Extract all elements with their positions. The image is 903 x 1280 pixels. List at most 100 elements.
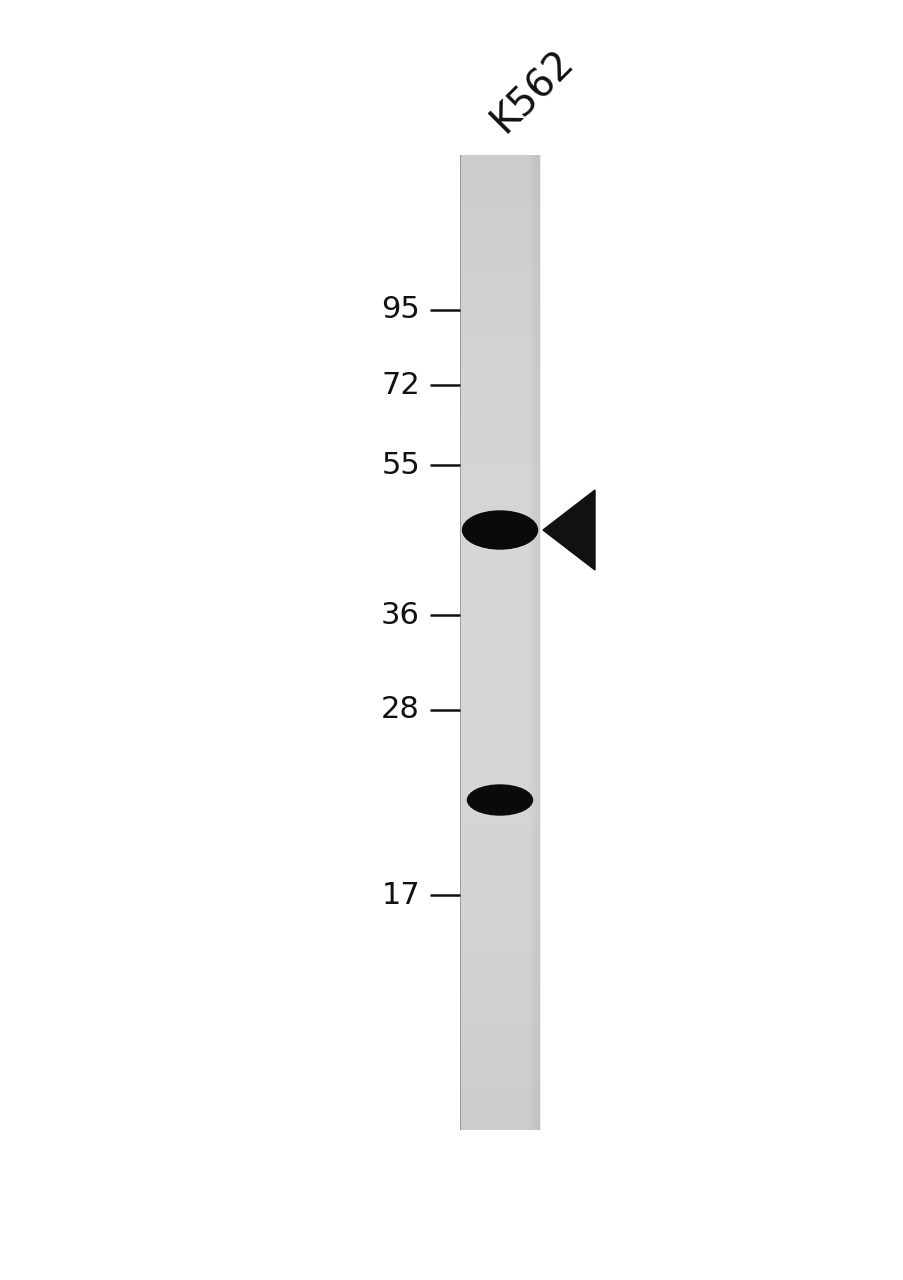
Bar: [460, 831, 539, 835]
Bar: [460, 357, 539, 360]
Bar: [460, 184, 539, 187]
Bar: [460, 402, 539, 406]
Bar: [460, 653, 539, 655]
Bar: [460, 1055, 539, 1059]
Bar: [460, 902, 539, 906]
Bar: [460, 499, 539, 503]
Bar: [460, 493, 539, 497]
Bar: [460, 252, 539, 256]
Bar: [460, 662, 539, 666]
Bar: [460, 349, 539, 353]
Bar: [460, 835, 539, 837]
Bar: [460, 421, 539, 425]
Bar: [538, 155, 539, 1130]
Bar: [460, 1082, 539, 1084]
Bar: [460, 685, 539, 689]
Bar: [460, 668, 539, 672]
Bar: [460, 155, 461, 1130]
Bar: [460, 545, 539, 548]
Bar: [460, 187, 539, 191]
Bar: [460, 873, 539, 877]
Bar: [460, 282, 539, 285]
Bar: [534, 155, 535, 1130]
Bar: [460, 854, 539, 858]
Bar: [460, 1048, 539, 1052]
Bar: [460, 541, 539, 545]
Bar: [460, 603, 539, 607]
Bar: [460, 900, 539, 902]
Bar: [460, 805, 539, 808]
Bar: [460, 548, 539, 552]
Bar: [460, 655, 539, 659]
Bar: [460, 1094, 539, 1097]
Bar: [460, 561, 539, 564]
Bar: [460, 334, 539, 337]
Bar: [460, 922, 539, 925]
Bar: [460, 467, 539, 470]
Bar: [460, 1124, 539, 1126]
Bar: [460, 892, 539, 896]
Bar: [460, 733, 539, 737]
Bar: [460, 1046, 539, 1048]
Bar: [460, 364, 539, 366]
Bar: [460, 1071, 539, 1075]
Bar: [460, 315, 539, 317]
Bar: [460, 476, 539, 480]
Bar: [460, 568, 539, 571]
Bar: [460, 951, 539, 955]
Bar: [460, 343, 539, 347]
Bar: [460, 237, 539, 239]
Bar: [460, 1120, 539, 1124]
Bar: [460, 860, 539, 864]
Bar: [460, 256, 539, 259]
Bar: [460, 207, 539, 210]
Bar: [460, 294, 539, 298]
Bar: [460, 506, 539, 509]
Bar: [460, 1000, 539, 1004]
Bar: [460, 617, 539, 620]
Bar: [460, 454, 539, 457]
Bar: [460, 389, 539, 392]
Bar: [460, 1016, 539, 1019]
Bar: [460, 643, 539, 645]
Bar: [460, 934, 539, 938]
Bar: [460, 412, 539, 415]
Bar: [460, 955, 539, 957]
Bar: [460, 837, 539, 841]
Bar: [460, 399, 539, 402]
Bar: [536, 155, 538, 1130]
Bar: [460, 607, 539, 611]
Bar: [460, 867, 539, 870]
Bar: [460, 1006, 539, 1010]
Bar: [460, 204, 539, 207]
Bar: [460, 727, 539, 731]
Bar: [460, 197, 539, 201]
Bar: [460, 883, 539, 886]
Bar: [460, 444, 539, 448]
Bar: [460, 991, 539, 993]
Bar: [460, 984, 539, 987]
Bar: [460, 1052, 539, 1055]
Bar: [460, 419, 539, 421]
Bar: [460, 1042, 539, 1046]
Bar: [460, 1010, 539, 1012]
Bar: [460, 425, 539, 428]
Bar: [460, 243, 539, 246]
Bar: [460, 850, 539, 854]
Bar: [460, 385, 539, 389]
Bar: [460, 575, 539, 577]
Bar: [460, 305, 539, 307]
Bar: [460, 919, 539, 922]
Bar: [460, 376, 539, 379]
Bar: [460, 321, 539, 324]
Bar: [460, 246, 539, 250]
Bar: [460, 233, 539, 237]
Bar: [460, 337, 539, 340]
Bar: [460, 292, 539, 294]
Bar: [460, 155, 539, 159]
Bar: [460, 744, 539, 746]
Bar: [460, 689, 539, 691]
Bar: [460, 431, 539, 434]
Bar: [460, 285, 539, 288]
Bar: [460, 463, 539, 467]
